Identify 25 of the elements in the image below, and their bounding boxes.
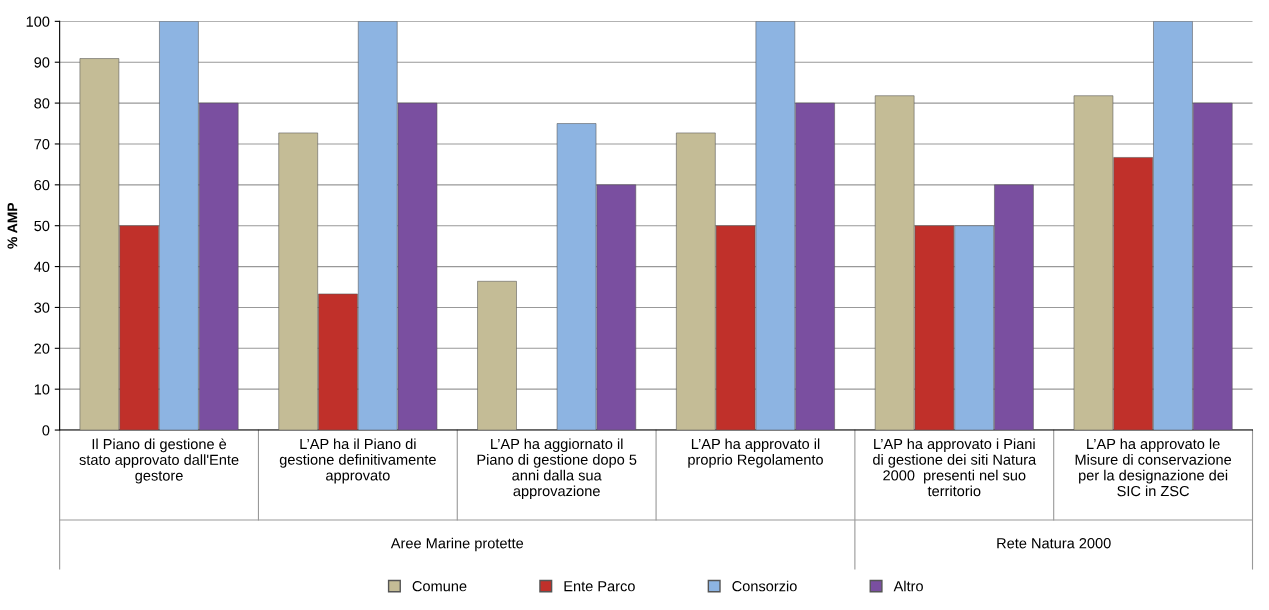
legend-label: Comune xyxy=(412,581,467,592)
text: Aree Marine protette xyxy=(390,537,524,552)
y-tick-label: 70 xyxy=(34,139,50,150)
legend-label: Consorzio xyxy=(732,580,797,592)
x-tick-label: L’AP ha approvato i Piani di gestione dei siti Natura 2000 presenti nel suo territorio xyxy=(873,438,1037,497)
y-tick-label: 100 xyxy=(26,16,50,27)
y-tick-label: 90 xyxy=(34,57,50,68)
y-tick-label: 30 xyxy=(34,302,50,313)
y-axis-title: % AMP xyxy=(7,202,18,249)
y-tick-label: 0 xyxy=(42,425,50,436)
x-tick-label: L’AP ha approvato il proprio Regolamento xyxy=(688,438,823,468)
y-tick-label: 60 xyxy=(34,179,50,191)
y-tick-label: 50 xyxy=(34,220,50,232)
x-tick-label: Il Piano di gestione è stato approvato dall'Ente gestore xyxy=(79,438,239,484)
x-tick-label: L’AP ha aggiornato il Piano di gestione dopo 5 anni dalla sua approvazione xyxy=(477,438,637,500)
legend-label: Ente Parco xyxy=(564,581,635,592)
y-tick-label: 80 xyxy=(34,98,50,109)
x-tick-label: L’AP ha il Piano di gestione definitivamente approvato xyxy=(279,438,436,484)
y-tick-label: 10 xyxy=(34,384,50,395)
text: Rete Natura 2000 xyxy=(997,538,1111,549)
bar xyxy=(477,281,517,431)
x-tick-label: L’AP ha approvato le Misure di conservazione per la designazione dei SIC in ZSC xyxy=(1075,438,1232,497)
y-tick-label: 40 xyxy=(34,261,50,272)
y-tick-label: 20 xyxy=(34,343,50,354)
legend-label: Altro xyxy=(893,580,923,592)
